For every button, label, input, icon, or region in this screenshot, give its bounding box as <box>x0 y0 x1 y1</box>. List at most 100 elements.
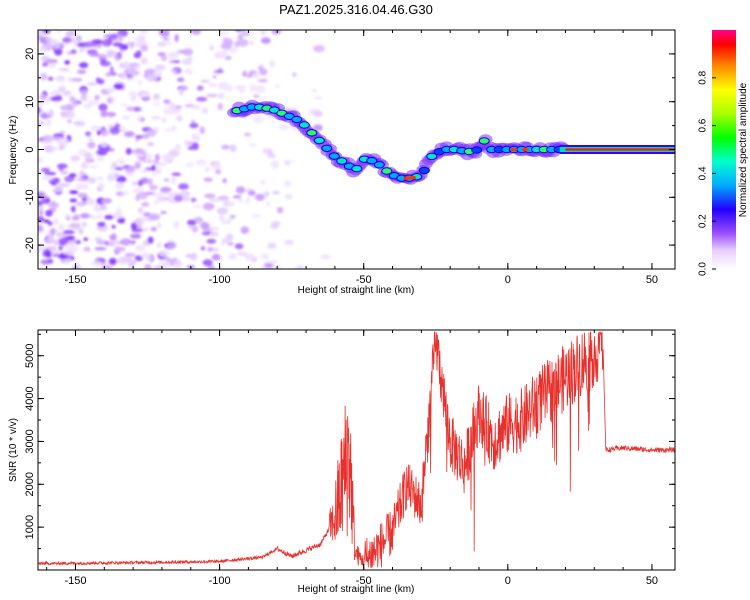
ridge-core <box>471 146 483 154</box>
noise-blob <box>96 157 105 161</box>
noise-blob <box>270 160 280 169</box>
noise-blob <box>172 52 180 58</box>
noise-blob <box>257 79 269 83</box>
noise-blob <box>152 101 161 106</box>
noise-blob <box>63 110 76 119</box>
noise-blob <box>124 60 129 67</box>
noise-blob <box>221 219 232 225</box>
noise-blob <box>140 217 147 225</box>
noise-blob <box>211 253 221 261</box>
noise-blob <box>148 128 155 133</box>
noise-blob <box>153 93 160 100</box>
noise-blob <box>314 96 323 100</box>
x-tick-label: -150 <box>64 274 86 286</box>
noise-blob <box>38 200 43 207</box>
noise-blob <box>187 56 193 61</box>
noise-blob <box>128 91 138 97</box>
noise-blob <box>222 178 227 183</box>
noise-blob <box>120 238 132 246</box>
noise-blob <box>126 106 135 112</box>
noise-blob <box>260 180 266 185</box>
noise-blob <box>97 54 107 61</box>
noise-blob <box>111 224 116 229</box>
noise-blob <box>312 124 323 132</box>
noise-blob <box>39 47 47 53</box>
noise-blob <box>38 191 46 198</box>
noise-blob <box>189 252 198 261</box>
noise-blob <box>177 77 185 82</box>
noise-blob <box>134 217 143 226</box>
noise-blob <box>157 42 167 47</box>
noise-blob <box>71 102 79 108</box>
colorbar-ticks: 0.0 0.2 0.4 0.6 0.8 <box>698 70 716 276</box>
noise-blob <box>208 198 221 202</box>
noise-blob <box>144 263 152 269</box>
noise-blob <box>41 114 52 119</box>
noise-blob <box>102 39 113 47</box>
noise-blob <box>148 177 153 186</box>
noise-blob <box>213 70 224 74</box>
noise-blob <box>83 151 93 160</box>
noise-blob <box>269 59 275 68</box>
noise-blob <box>109 66 114 74</box>
noise-blob <box>75 183 84 190</box>
noise-blob <box>146 159 153 164</box>
ridge-core <box>366 157 378 165</box>
noise-blob <box>260 30 267 36</box>
noise-blob <box>240 226 250 234</box>
noise-blob <box>158 30 170 36</box>
noise-blob <box>217 92 225 100</box>
ridge-hotspot <box>403 176 411 180</box>
ridge-core <box>426 152 438 161</box>
noise-blob <box>232 195 242 199</box>
noise-blob <box>169 59 174 65</box>
noise-blob <box>145 73 158 82</box>
ridge-core <box>381 167 393 175</box>
noise-blob <box>41 176 53 181</box>
noise-blob <box>265 201 271 207</box>
noise-blob <box>38 248 42 253</box>
noise-blobs <box>38 30 331 269</box>
noise-blob <box>252 115 264 123</box>
noise-blob <box>94 247 107 251</box>
noise-blob <box>247 190 256 196</box>
noise-blob <box>152 171 157 176</box>
noise-blob <box>157 222 162 229</box>
noise-blob <box>83 94 88 102</box>
noise-blob <box>313 110 323 117</box>
noise-blob <box>85 198 96 206</box>
noise-blob <box>276 206 284 214</box>
noise-blob <box>184 68 193 75</box>
colorbar: 0.0 0.2 0.4 0.6 0.8 Normalized spectral ampl… <box>698 30 749 276</box>
noise-blob <box>214 169 222 174</box>
noise-blob <box>66 244 78 253</box>
noise-blob <box>85 131 92 137</box>
ridge-core <box>418 166 430 175</box>
noise-blob <box>141 202 150 207</box>
noise-blob <box>206 93 219 98</box>
noise-blob <box>139 169 149 173</box>
noise-blob <box>116 175 127 183</box>
noise-blob <box>116 207 121 214</box>
noise-blob <box>271 220 281 227</box>
noise-blob <box>271 30 282 35</box>
noise-blob <box>40 72 48 81</box>
noise-blob <box>155 166 162 175</box>
noise-blob <box>173 220 180 229</box>
noise-blob <box>160 54 168 62</box>
noise-blob <box>79 62 89 69</box>
noise-blob <box>160 186 172 193</box>
noise-blob <box>123 131 135 138</box>
ridge-blobs <box>227 99 675 185</box>
noise-blob <box>136 50 142 58</box>
noise-blob <box>235 186 246 194</box>
noise-blob <box>320 254 331 259</box>
noise-blob <box>229 144 237 152</box>
noise-blob <box>174 194 183 202</box>
noise-blob <box>252 73 259 78</box>
noise-blob <box>53 239 60 246</box>
noise-blob <box>201 107 209 114</box>
colorbar-tick-label: 0.2 <box>698 214 709 228</box>
noise-blob <box>72 264 81 269</box>
noise-blob <box>131 228 143 233</box>
